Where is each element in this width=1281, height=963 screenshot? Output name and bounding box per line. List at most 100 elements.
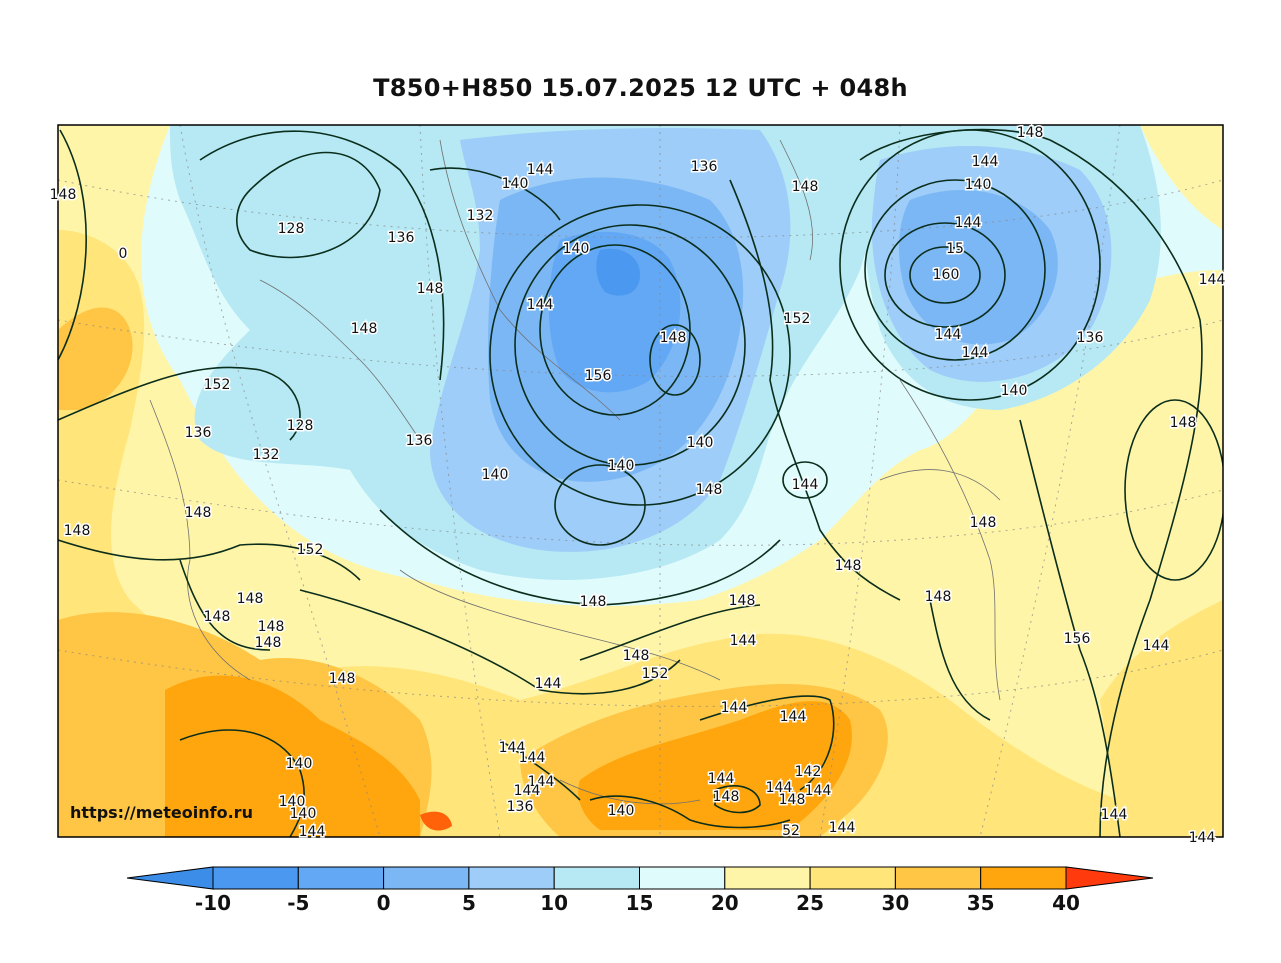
temperature-band-very-hot-sw xyxy=(165,675,420,837)
map-title: T850+H850 15.07.2025 12 UTC + 048h xyxy=(373,74,908,102)
contour-label: 156 xyxy=(1064,631,1091,647)
contour-label: 152 xyxy=(204,377,231,393)
contour-label: 144 xyxy=(1101,807,1128,823)
colorbar-swatches xyxy=(126,866,1154,890)
temperature-band-warm xyxy=(58,125,1223,837)
contour-label: 148 xyxy=(779,792,806,808)
colorbar-swatch xyxy=(980,866,1067,890)
contour-label: 144 xyxy=(766,780,793,796)
temperature-band-warm-ne xyxy=(1140,125,1223,230)
contour-label: 148 xyxy=(64,523,91,539)
contour-label: 152 xyxy=(642,666,669,682)
colorbar-tick-label: -5 xyxy=(287,891,309,915)
colorbar-over-arrow xyxy=(1065,866,1154,890)
contour-label: 144 xyxy=(962,345,989,361)
contour-label: 144 xyxy=(708,771,735,787)
contour-label: 148 xyxy=(351,321,378,337)
contour-labels: 1481441401481441401361321281361401441516… xyxy=(48,124,1227,848)
contour-label: 148 xyxy=(729,593,756,609)
contour-label: 144 xyxy=(935,327,962,343)
contour-label: 144 xyxy=(1199,272,1226,288)
contour-label: 140 xyxy=(965,177,992,193)
contour-label: 156 xyxy=(585,368,612,384)
colorbar-swatch xyxy=(212,866,299,890)
contour-label: 140 xyxy=(279,794,306,810)
contour-label: 144 xyxy=(499,740,526,756)
contour-label: 148 xyxy=(417,281,444,297)
contour-label: 148 xyxy=(792,179,819,195)
graticule xyxy=(58,125,1223,837)
contour-label: 140 xyxy=(290,806,317,822)
contour-label: 148 xyxy=(255,635,282,651)
contour-label: 148 xyxy=(580,594,607,610)
colorbar-under-arrow xyxy=(126,866,214,890)
contour-label: 148 xyxy=(835,558,862,574)
temperature-field xyxy=(58,125,1223,837)
contour-label: 152 xyxy=(297,542,324,558)
contour-label: 148 xyxy=(329,671,356,687)
temperature-band-very-hot-se xyxy=(578,701,852,830)
colorbar-tick-label: 30 xyxy=(881,891,909,915)
contour-label: 148 xyxy=(623,648,650,664)
contour-label: 144 xyxy=(1143,638,1170,654)
colorbar-swatch xyxy=(468,866,555,890)
contour-label: 140 xyxy=(286,756,313,772)
colorbar-swatch xyxy=(553,866,641,890)
map-frame xyxy=(57,124,1224,838)
contour-label: 0 xyxy=(119,246,128,262)
contour-label: 144 xyxy=(527,162,554,178)
contour-label: 132 xyxy=(253,447,280,463)
contour-label: 148 xyxy=(1170,415,1197,431)
contour-label: 144 xyxy=(514,783,541,799)
contour-label: 15 xyxy=(946,241,964,257)
colorbar-tick-label: 15 xyxy=(626,891,654,915)
contour-label: 148 xyxy=(660,330,687,346)
contour-label: 140 xyxy=(608,803,635,819)
source-credit: https://meteoinfo.ru xyxy=(70,803,253,822)
contour-label: 148 xyxy=(925,589,952,605)
colorbar-tick-label: 0 xyxy=(377,891,391,915)
contour-label: 144 xyxy=(792,477,819,493)
contour-label: 128 xyxy=(278,221,305,237)
contour-label: 136 xyxy=(507,799,534,815)
contour-label: 144 xyxy=(780,709,807,725)
contour-label: 144 xyxy=(535,676,562,692)
contour-label: 140 xyxy=(482,467,509,483)
colorbar-ticks: -10 -5 0 5 10 15 20 25 30 35 40 xyxy=(195,891,1080,915)
contour-label: 152 xyxy=(784,311,811,327)
temperature-band-very-cold xyxy=(548,231,681,393)
contour-label: 144 xyxy=(721,700,748,716)
contour-label: 144 xyxy=(805,783,832,799)
colorbar-tick-label: 20 xyxy=(711,891,739,915)
contour-label: 52 xyxy=(782,823,800,839)
colorbar-tick-label: 10 xyxy=(540,891,568,915)
contour-label: 136 xyxy=(388,230,415,246)
temperature-band-cold-core xyxy=(596,248,640,296)
contour-label: 148 xyxy=(713,789,740,805)
contour-label: 148 xyxy=(185,505,212,521)
geopotential-contours xyxy=(58,128,1223,837)
contour-label: 160 xyxy=(933,267,960,283)
contour-label: 144 xyxy=(972,154,999,170)
contour-label: 136 xyxy=(1077,330,1104,346)
contour-label: 144 xyxy=(527,297,554,313)
temperature-band-hot-west xyxy=(58,307,133,410)
colorbar-swatch xyxy=(809,866,896,890)
colorbar-swatch xyxy=(297,866,385,890)
contour-label: 148 xyxy=(1017,125,1044,141)
contour-label: 148 xyxy=(258,619,285,635)
contour-label: 140 xyxy=(687,435,714,451)
contour-label: 144 xyxy=(519,750,546,766)
colorbar-tick-label: -10 xyxy=(195,891,231,915)
contour-label: 144 xyxy=(730,633,757,649)
colorbar-tick-label: 25 xyxy=(796,891,824,915)
temperature-band-warmer-east xyxy=(1100,600,1223,837)
contour-label: 144 xyxy=(528,774,555,790)
contour-label: 148 xyxy=(204,609,231,625)
coastlines xyxy=(149,139,1001,805)
colorbar-swatch xyxy=(383,866,470,890)
contour-label: 132 xyxy=(467,208,494,224)
contour-label: 148 xyxy=(50,187,77,203)
